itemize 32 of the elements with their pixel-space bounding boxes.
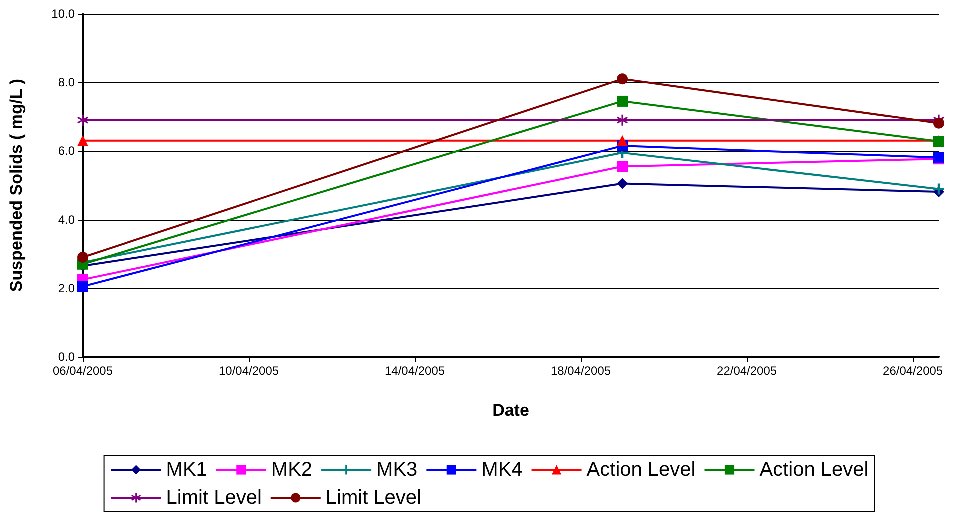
y-tick-label: 4.0 [58,212,76,227]
legend-label: MK2 [271,459,313,481]
point [78,252,88,264]
legend-label: Limit Level [166,487,262,509]
point [934,118,944,129]
x-tick-label: 18/04/2005 [551,364,612,378]
legend-label: Action Level [586,459,696,481]
x-tick-label: 10/04/2005 [218,364,280,378]
point [617,114,628,126]
point [617,96,628,107]
y-axis-title: Suspended Solids ( mg/L ) [7,78,26,292]
legend-label: Action Level [760,459,869,481]
x-axis-title: Date [492,401,530,420]
legend-label: Limit Level [326,487,422,509]
point [617,74,628,85]
y-tick-label: 2.0 [58,281,76,296]
legend-label: MK3 [376,459,418,481]
y-tick-label: 6.0 [58,144,76,158]
x-tick-label: 06/04/2005 [52,364,114,378]
point [617,178,628,190]
x-tick-label: 26/04/2005 [883,364,944,378]
point [78,281,88,292]
legend-label: MK1 [166,459,208,481]
y-tick-label: 10.0 [52,7,76,21]
x-tick-label: 14/04/2005 [384,364,446,378]
legend-label: MK4 [482,459,523,481]
y-tick-label: 0.0 [58,350,76,364]
point [617,161,628,172]
point [78,114,88,126]
point [934,184,944,195]
x-tick-label: 22/04/2005 [717,364,778,378]
y-tick-label: 8.0 [58,76,76,90]
